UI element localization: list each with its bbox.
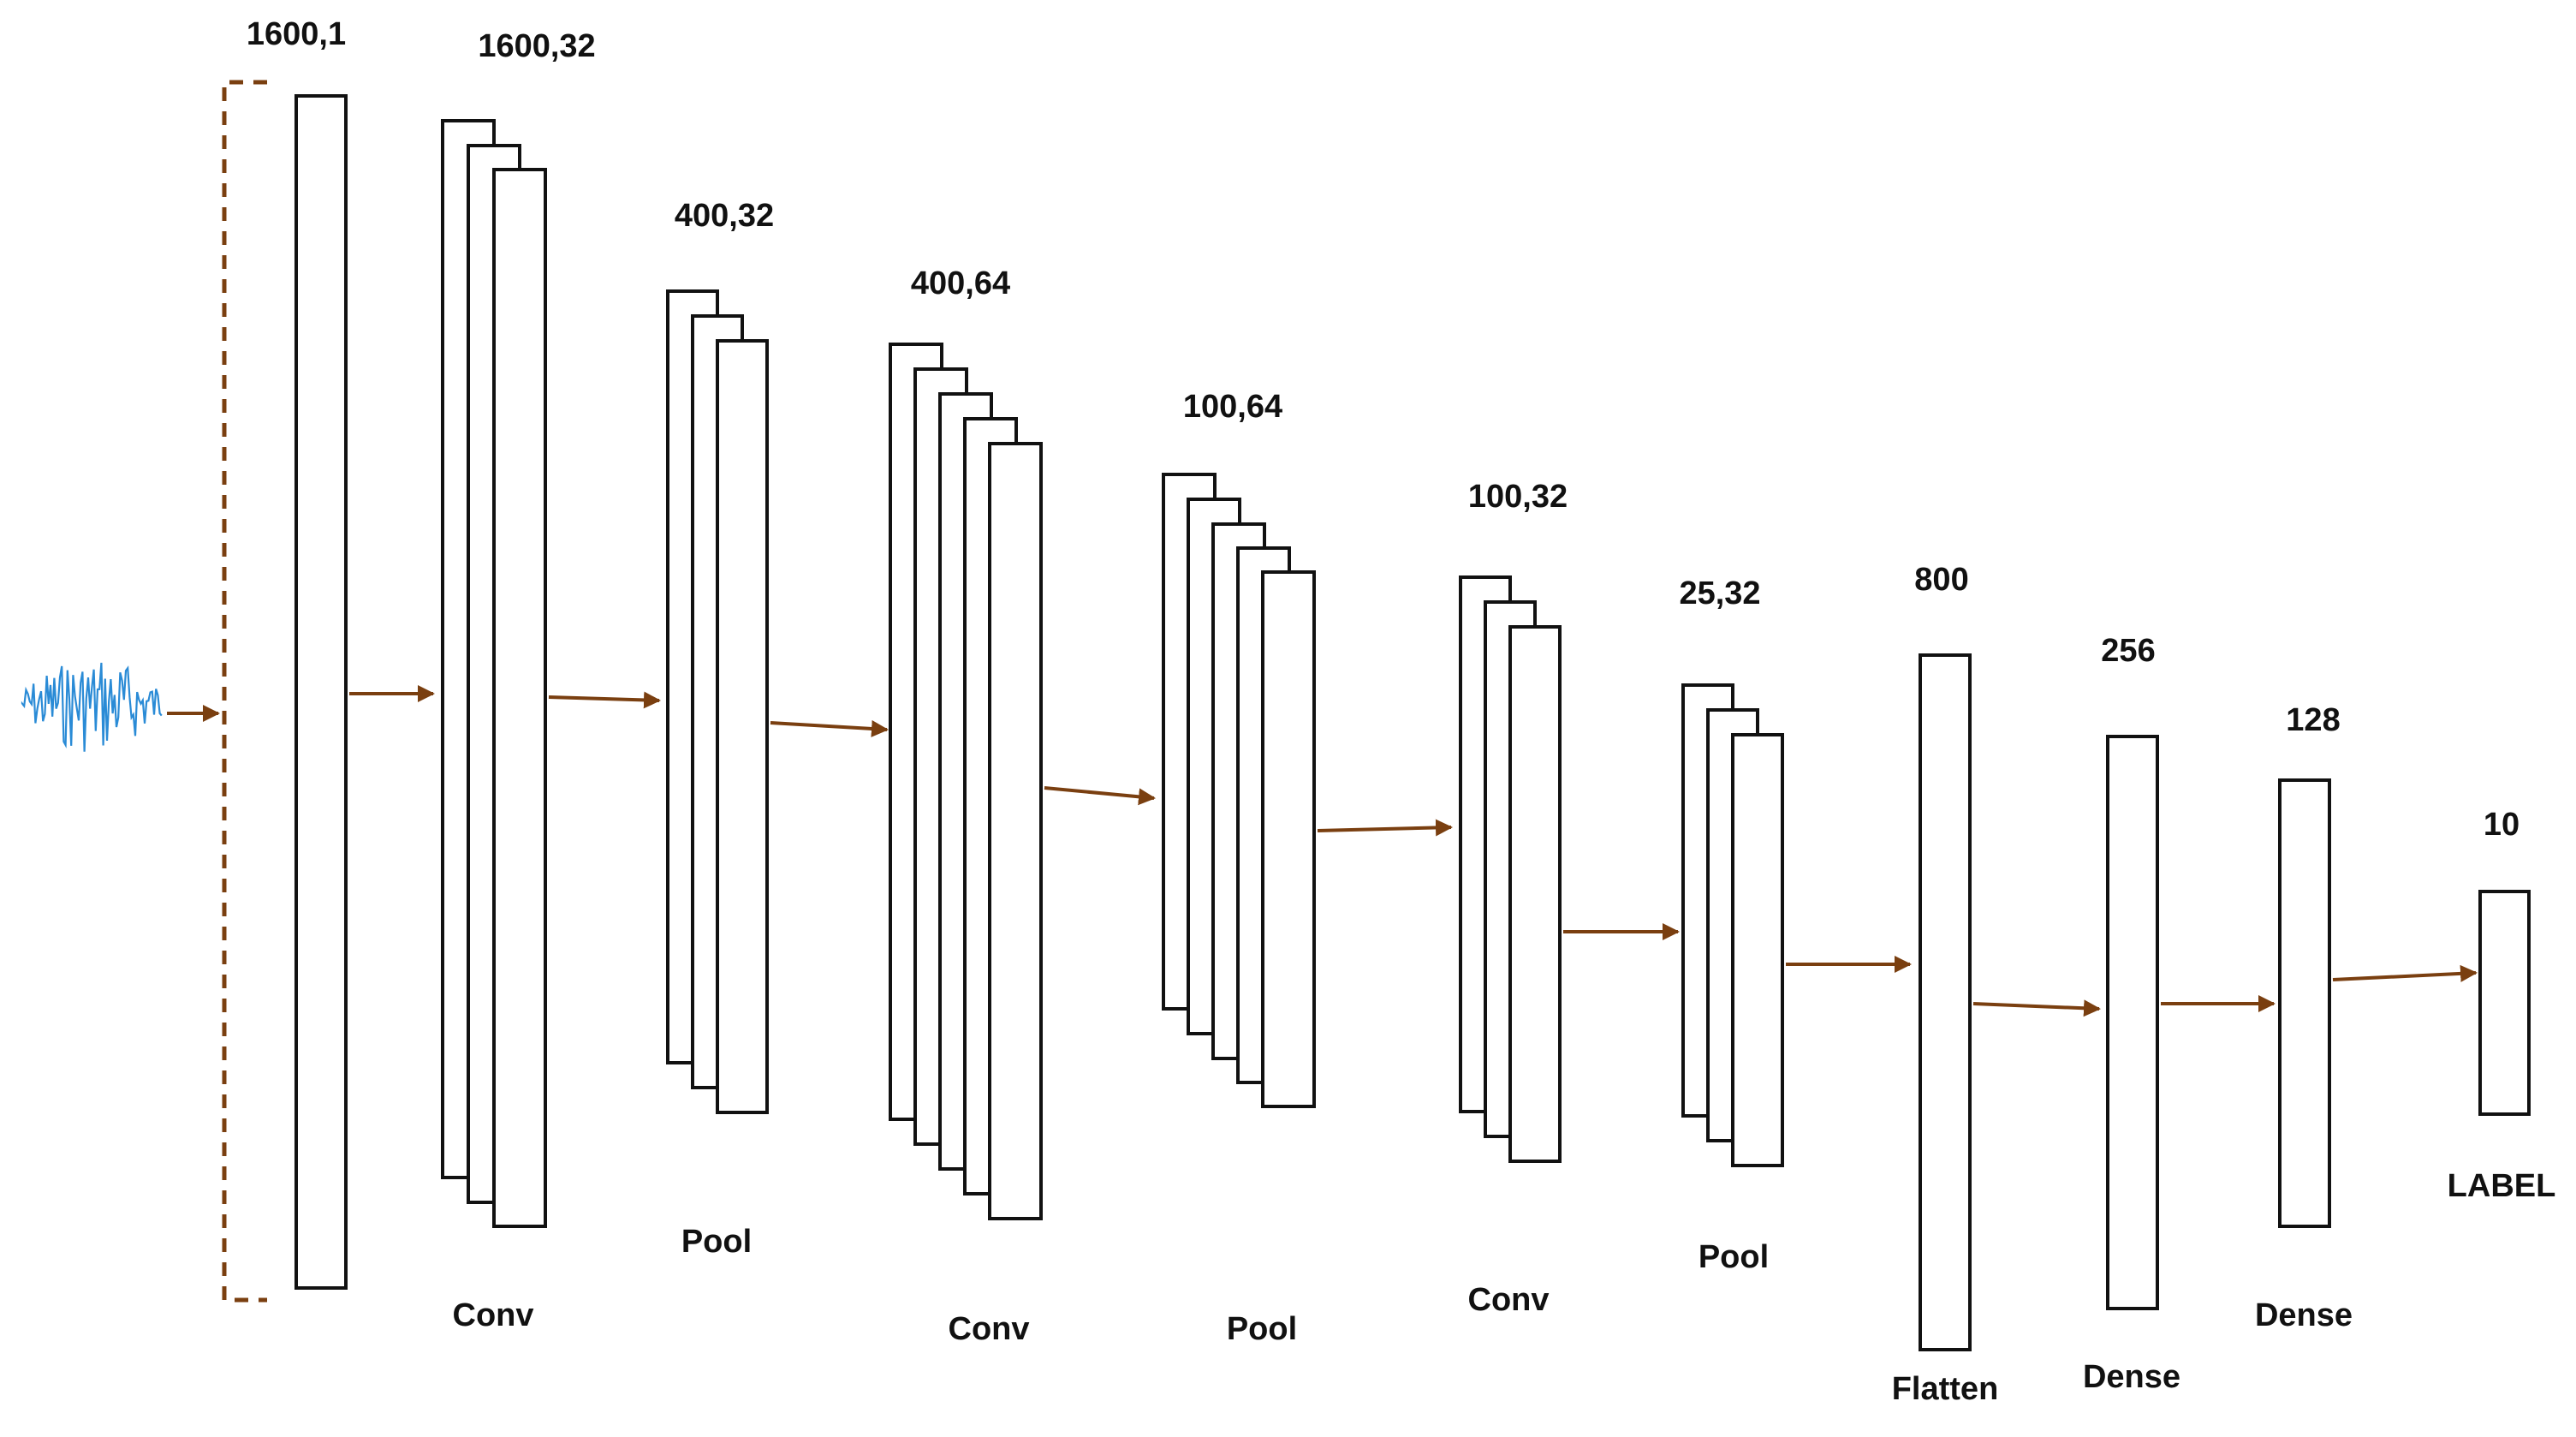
layer-dense-1-box bbox=[2106, 735, 2159, 1310]
layer-pool-1 bbox=[666, 289, 769, 1114]
layer-conv-1 bbox=[441, 119, 547, 1228]
layer-pool-3 bbox=[1681, 683, 1784, 1167]
layer-pool-2-shape-label: 100,64 bbox=[1183, 389, 1282, 425]
layer-pool-2 bbox=[1162, 473, 1316, 1108]
layer-dense-1-type-label: Dense bbox=[2083, 1359, 2180, 1395]
layer-pool-1-type-label: Pool bbox=[681, 1224, 752, 1260]
layer-conv-3 bbox=[1459, 575, 1562, 1163]
feature-map bbox=[716, 339, 769, 1114]
layer-pool-2-type-label: Pool bbox=[1227, 1311, 1297, 1347]
layer-flatten-type-label: Flatten bbox=[1892, 1371, 1999, 1407]
layer-pool-3-shape-label: 25,32 bbox=[1679, 575, 1760, 611]
layer-dense-2-shape-label: 128 bbox=[2286, 702, 2340, 738]
input-bracket bbox=[222, 80, 267, 1303]
flow-arrow bbox=[1972, 999, 2101, 1017]
flow-arrows bbox=[349, 685, 2478, 1017]
layer-flatten-box bbox=[1919, 653, 1972, 1351]
layer-conv-2 bbox=[889, 343, 1043, 1220]
layer-pool-3-type-label: Pool bbox=[1698, 1239, 1769, 1275]
feature-map bbox=[492, 168, 547, 1228]
layer-dense-1-shape-label: 256 bbox=[2101, 633, 2155, 669]
flow-arrow bbox=[2332, 964, 2478, 982]
layer-conv-1-type-label: Conv bbox=[453, 1297, 534, 1333]
feature-map bbox=[1261, 570, 1316, 1108]
layer-conv-1-shape-label: 1600,32 bbox=[478, 28, 595, 64]
layer-dense-2-type-label: Dense bbox=[2255, 1297, 2353, 1333]
layer-input-box bbox=[294, 94, 348, 1290]
layer-conv-2-shape-label: 400,64 bbox=[911, 265, 1010, 301]
layer-output-type-label: LABEL bbox=[2448, 1168, 2556, 1204]
flow-arrow bbox=[548, 691, 661, 709]
layer-dense-2-box bbox=[2278, 778, 2331, 1228]
flow-arrow bbox=[770, 719, 889, 737]
layer-output-box bbox=[2478, 890, 2531, 1116]
flow-arrow bbox=[1044, 786, 1156, 806]
layer-input bbox=[294, 94, 348, 1290]
flow-arrow bbox=[1317, 819, 1453, 837]
layer-flatten-shape-label: 800 bbox=[1914, 562, 1968, 598]
layer-conv-3-type-label: Conv bbox=[1468, 1282, 1550, 1318]
layer-output-shape-label: 10 bbox=[2484, 807, 2519, 843]
layer-conv-2-type-label: Conv bbox=[949, 1311, 1030, 1347]
layer-pool-1-shape-label: 400,32 bbox=[675, 198, 774, 234]
feature-map bbox=[1508, 625, 1562, 1163]
feature-map bbox=[1731, 733, 1784, 1167]
layer-input-shape-label: 1600,1 bbox=[247, 16, 346, 52]
feature-map bbox=[988, 442, 1043, 1220]
input-waveform bbox=[21, 662, 163, 752]
layer-conv-3-shape-label: 100,32 bbox=[1468, 479, 1568, 515]
